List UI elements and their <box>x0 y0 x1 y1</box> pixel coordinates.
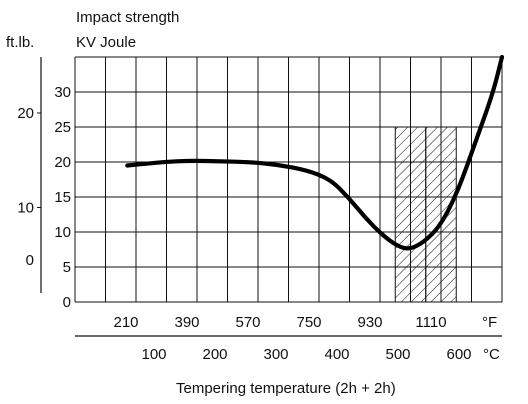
celsius-tick-label: 500 <box>385 346 410 363</box>
x-unit-fahrenheit: °F <box>482 314 497 331</box>
joule-tick-label: 10 <box>54 224 71 241</box>
joule-tick-label: 20 <box>54 154 71 171</box>
joule-tick-label: 15 <box>54 189 71 206</box>
fahrenheit-tick-label: 570 <box>235 314 260 331</box>
ftlb-tick-label: 10 <box>17 200 34 217</box>
fahrenheit-tick-label: 1110 <box>415 314 446 331</box>
left-axis-unit: ft.lb. <box>6 34 34 51</box>
celsius-tick-label: 100 <box>141 346 166 363</box>
fahrenheit-tick-label: 210 <box>113 314 138 331</box>
celsius-tick-label: 200 <box>202 346 227 363</box>
joule-tick-label: 25 <box>54 119 71 136</box>
joule-tick-label: 30 <box>54 84 71 101</box>
ftlb-tick-label: 20 <box>17 105 34 122</box>
joule-tick-label: 5 <box>63 259 71 276</box>
joule-tick-label: 0 <box>63 294 71 311</box>
chart-title-line-1: Impact strength <box>76 9 179 26</box>
x-axis-title: Tempering temperature (2h + 2h) <box>176 380 396 397</box>
fahrenheit-tick-label: 390 <box>174 314 199 331</box>
impact-curve-0 <box>125 54 505 251</box>
celsius-tick-label: 400 <box>324 346 349 363</box>
celsius-tick-label: 600 <box>446 346 471 363</box>
chart-title-line-2: KV Joule <box>76 34 136 51</box>
x-unit-celsius: °C <box>483 346 500 363</box>
ftlb-tick-label: 0 <box>26 252 34 269</box>
fahrenheit-tick-label: 750 <box>296 314 321 331</box>
fahrenheit-tick-label: 930 <box>357 314 382 331</box>
celsius-tick-label: 300 <box>263 346 288 363</box>
